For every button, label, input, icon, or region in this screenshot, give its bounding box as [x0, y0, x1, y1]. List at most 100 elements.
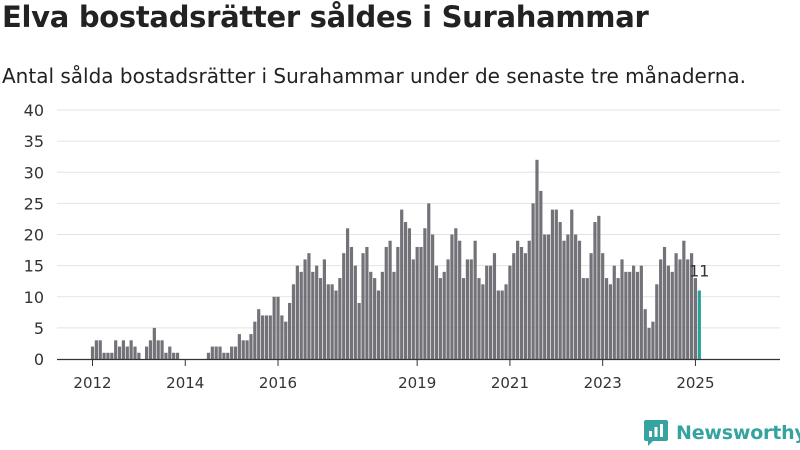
bar [492, 253, 497, 359]
x-tick-label: 2019 [398, 374, 436, 392]
brand-name: Newsworthy [676, 422, 800, 444]
bar [152, 327, 156, 360]
x-tick-label: 2021 [491, 374, 529, 392]
y-tick-label: 25 [24, 194, 44, 213]
bar [686, 259, 690, 359]
last-value-label: 11 [689, 262, 709, 281]
bar [299, 271, 303, 359]
bar [160, 340, 164, 359]
y-tick-label: 30 [24, 163, 44, 182]
bar [121, 340, 126, 359]
bar [311, 271, 315, 359]
bars [90, 159, 701, 360]
bar [260, 315, 265, 359]
bar [226, 352, 230, 359]
bar [419, 246, 423, 359]
bar [318, 278, 323, 359]
bar [102, 352, 106, 359]
bar [164, 352, 168, 359]
x-tick-label: 2016 [259, 374, 297, 392]
bar [94, 340, 98, 359]
y-tick-label: 20 [24, 226, 44, 245]
bar [264, 315, 269, 359]
bar [481, 284, 485, 359]
bar [589, 253, 593, 359]
bar [527, 240, 531, 359]
bar [523, 253, 527, 359]
bar [392, 271, 396, 359]
bar [206, 352, 211, 359]
bar [284, 321, 288, 359]
bar [438, 278, 442, 359]
bar [562, 240, 566, 359]
bar [249, 334, 253, 359]
bar [674, 253, 678, 359]
bar [133, 346, 137, 359]
bar [307, 253, 311, 359]
bar [357, 302, 361, 359]
bar [384, 246, 388, 359]
bar [469, 259, 473, 359]
chart-title: Elva bostadsrätter såldes i Surahammar [2, 0, 649, 34]
bar [647, 327, 651, 360]
bar [334, 290, 338, 359]
bar [608, 284, 613, 359]
bar [554, 209, 558, 359]
bar [295, 265, 299, 360]
bar [678, 259, 682, 359]
bar [620, 259, 624, 359]
bar [257, 309, 261, 359]
bar [516, 240, 520, 359]
bar [233, 346, 238, 359]
bar [322, 259, 326, 359]
bar [632, 265, 636, 360]
bar [427, 203, 431, 360]
bar [485, 265, 489, 360]
bar [585, 278, 589, 359]
bar [388, 240, 392, 359]
bar [172, 352, 176, 359]
y-tick-label: 35 [24, 132, 44, 151]
bar [601, 253, 605, 359]
bar [114, 340, 118, 359]
y-tick-label: 15 [24, 257, 44, 276]
bar [442, 271, 446, 359]
bar [574, 234, 578, 359]
bar-highlighted [697, 290, 701, 359]
bar [326, 284, 330, 359]
bar [403, 222, 408, 359]
bar [361, 253, 365, 359]
x-tick-label: 2025 [676, 374, 714, 392]
bar [628, 271, 632, 359]
bar [369, 271, 373, 359]
bar [175, 352, 180, 359]
bar [616, 278, 620, 359]
bar [651, 321, 655, 359]
bar [353, 265, 357, 360]
bar [291, 284, 296, 359]
bar [689, 253, 694, 359]
bar [380, 271, 384, 359]
bar [666, 265, 670, 360]
bar [643, 309, 647, 359]
bar [411, 259, 415, 359]
bar [106, 352, 110, 359]
bar [415, 246, 419, 359]
bar [423, 228, 427, 359]
bar [214, 346, 218, 359]
bar [168, 346, 172, 359]
bar [508, 265, 512, 360]
bar [465, 259, 470, 359]
brand-logo: Newsworthy [644, 420, 800, 446]
bar [148, 340, 153, 359]
y-tick-label: 40 [24, 101, 44, 120]
bar [477, 278, 481, 359]
bar [272, 296, 276, 359]
bar [137, 352, 141, 359]
bar [539, 190, 543, 359]
bar [110, 352, 114, 359]
bar [519, 246, 524, 359]
bar [504, 284, 508, 359]
bar [407, 228, 412, 359]
